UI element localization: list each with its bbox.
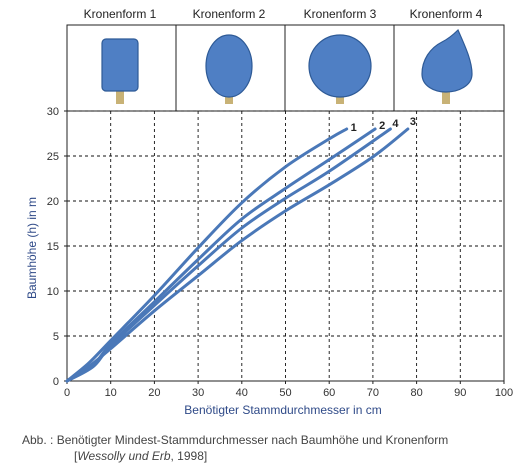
chart-grid bbox=[67, 110, 505, 381]
crown-title-2: Kronenform 2 bbox=[193, 7, 266, 21]
trunk-icon bbox=[116, 90, 124, 104]
y-tick-label: 10 bbox=[47, 286, 59, 298]
x-tick-label: 60 bbox=[323, 387, 335, 399]
x-tick-label: 70 bbox=[367, 387, 379, 399]
figure-caption: Abb. : Benötigter Mindest-Stammdurchmess… bbox=[22, 432, 448, 464]
source-authors: Wessolly und Erb bbox=[77, 449, 171, 463]
crown-shape-3 bbox=[308, 34, 372, 98]
x-tick-label: 40 bbox=[236, 387, 248, 399]
caption-source: [Wessolly und Erb, 1998] bbox=[22, 448, 448, 464]
series-label-2: 2 bbox=[379, 120, 385, 132]
rectangle-icon bbox=[101, 38, 139, 104]
series-line-1 bbox=[65, 127, 349, 383]
crown-title-1: Kronenform 1 bbox=[84, 7, 157, 21]
crown-shape-2 bbox=[205, 34, 253, 98]
y-axis-label: Baumhöhe (h) in m bbox=[25, 197, 39, 299]
circle-icon bbox=[308, 34, 372, 104]
series-lines bbox=[65, 127, 410, 383]
x-tick-label: 10 bbox=[105, 387, 117, 399]
y-tick-label: 5 bbox=[53, 331, 59, 343]
x-tick-label: 80 bbox=[410, 387, 422, 399]
x-tick-label: 20 bbox=[148, 387, 160, 399]
y-tick-label: 15 bbox=[47, 241, 59, 253]
x-tick-label: 0 bbox=[64, 387, 70, 399]
caption-text: Abb. : Benötigter Mindest-Stammdurchmess… bbox=[22, 433, 449, 447]
ellipse-icon bbox=[205, 34, 253, 104]
series-line-3 bbox=[65, 127, 410, 383]
tick-labels: 0 10 20 30 40 50 60 70 80 90 100 0 5 10 15 20 25 30 bbox=[47, 106, 513, 399]
crown-title-3: Kronenform 3 bbox=[304, 7, 377, 21]
crown-header: Kronenform 1 Kronenform 2 Kronenform 3 Kron… bbox=[66, 7, 505, 112]
x-tick-label: 30 bbox=[192, 387, 204, 399]
source-year: , 1998] bbox=[170, 449, 208, 463]
x-tick-label: 50 bbox=[279, 387, 291, 399]
x-tick-label: 90 bbox=[454, 387, 466, 399]
crown-shape-1 bbox=[101, 38, 139, 92]
series-line-4 bbox=[65, 127, 392, 383]
trunk-icon bbox=[442, 90, 450, 104]
cone-icon bbox=[421, 28, 473, 104]
series-label-4: 4 bbox=[392, 118, 399, 130]
figure: Kronenform 1 Kronenform 2 Kronenform 3 Kron… bbox=[25, 7, 513, 417]
y-tick-label: 0 bbox=[53, 376, 59, 388]
y-tick-label: 20 bbox=[47, 196, 59, 208]
crown-title-4: Kronenform 4 bbox=[410, 7, 483, 21]
crown-shape-4 bbox=[421, 28, 473, 93]
x-tick-label: 100 bbox=[495, 387, 513, 399]
source-bracket-open: [ bbox=[74, 449, 78, 463]
y-tick-label: 30 bbox=[47, 106, 59, 118]
series-label-3: 3 bbox=[410, 116, 416, 128]
x-axis-label: Benötigter Stammdurchmesser in cm bbox=[184, 403, 381, 417]
y-tick-label: 25 bbox=[47, 151, 59, 163]
series-label-1: 1 bbox=[351, 122, 357, 134]
